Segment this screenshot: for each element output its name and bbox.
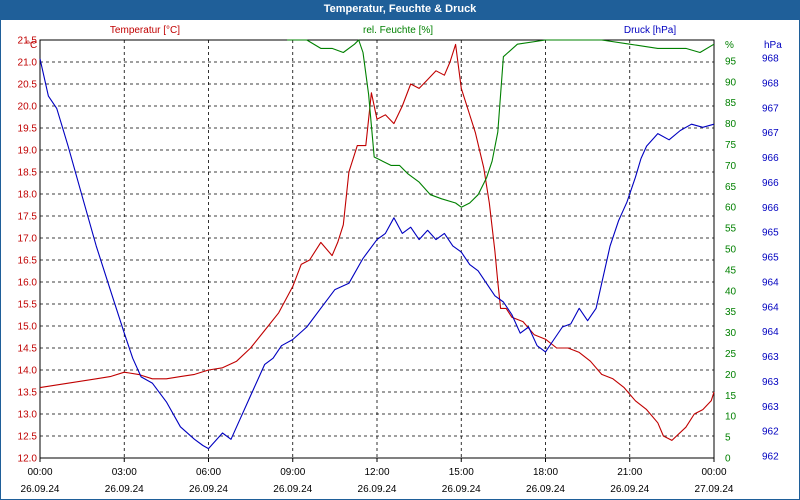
humidity-tick-label: 10 (725, 412, 737, 423)
temperature-tick-label: 17.0 (18, 234, 38, 245)
humidity-tick-label: 75 (725, 140, 737, 151)
grid (39, 39, 715, 462)
pressure-tick-label: 962 (762, 452, 779, 463)
temperature-tick-label: 16.0 (18, 278, 38, 289)
temperature-tick-label: 15.5 (18, 300, 38, 311)
x-tick-date: 26.09.24 (273, 484, 312, 495)
humidity-tick-label: 60 (725, 203, 737, 214)
pressure-tick-label: 963 (762, 352, 779, 363)
pressure-tick-label: 964 (762, 302, 779, 313)
x-tick-time: 03:00 (112, 467, 137, 478)
x-tick-time: 12:00 (364, 467, 389, 478)
chart-title: Temperatur, Feuchte & Druck (323, 3, 477, 15)
pressure-tick-label: 963 (762, 377, 779, 388)
humidity-tick-label: 65 (725, 182, 737, 193)
humidity-tick-label: 15 (725, 391, 737, 402)
temperature-tick-label: 21.0 (18, 58, 38, 69)
pressure-tick-label: 963 (762, 402, 779, 413)
pressure-tick-label: 968 (762, 78, 779, 89)
x-tick-date: 26.09.24 (610, 484, 649, 495)
temperature-tick-label: 14.0 (18, 366, 38, 377)
x-tick-time: 06:00 (196, 467, 221, 478)
temperature-tick-label: 19.0 (18, 146, 38, 157)
temperature-tick-label: 19.5 (18, 124, 38, 135)
chart-title-bar: Temperatur, Feuchte & Druck (0, 0, 800, 19)
temperature-tick-label: 14.5 (18, 344, 38, 355)
axis-labels: 12.0 12.5 13.0 13.5 14.0 14.5 15.0 15.5 16.0 16.5… (18, 25, 783, 495)
pressure-unit: hPa (764, 40, 782, 51)
humidity-tick-label: 0 (725, 454, 731, 465)
humidity-tick-label: 25 (725, 349, 737, 360)
x-tick-date: 26.09.24 (105, 484, 144, 495)
humidity-tick-label: 45 (725, 265, 737, 276)
x-tick-date: 26.09.24 (358, 484, 397, 495)
temperature-tick-label: 12.5 (18, 432, 38, 443)
x-tick-time: 00:00 (27, 467, 52, 478)
humidity-tick-label: 85 (725, 98, 737, 109)
temperature-tick-label: 21.5 (18, 36, 38, 47)
x-tick-date: 27.09.24 (695, 484, 734, 495)
series-layer (39, 39, 715, 450)
pressure-tick-label: 962 (762, 427, 779, 438)
pressure-tick-label: 966 (762, 178, 779, 189)
temperature-tick-label: 20.5 (18, 80, 38, 91)
x-tick-date: 26.09.24 (189, 484, 228, 495)
pressure-tick-label: 966 (762, 203, 779, 214)
humidity-tick-label: 90 (725, 77, 737, 88)
x-tick-time: 00:00 (701, 467, 726, 478)
temperature-tick-label: 13.5 (18, 388, 38, 399)
pressure-series-line (39, 58, 715, 450)
humidity-tick-label: 80 (725, 119, 737, 130)
temperature-tick-label: 13.0 (18, 410, 38, 421)
pressure-axis-title: Druck [hPa] (624, 25, 676, 36)
chart-frame (0, 19, 800, 500)
humidity-tick-label: 40 (725, 286, 737, 297)
temperature-tick-label: 15.0 (18, 322, 38, 333)
temperature-tick-label: 18.0 (18, 190, 38, 201)
humidity-tick-label: 95 (725, 56, 737, 67)
plot-area (39, 39, 715, 459)
pressure-tick-label: 964 (762, 327, 779, 338)
temperature-tick-label: 20.0 (18, 102, 38, 113)
humidity-tick-label: 35 (725, 307, 737, 318)
temperature-tick-label: 12.0 (18, 454, 38, 465)
pressure-tick-label: 965 (762, 253, 779, 264)
temperature-series-line (39, 43, 715, 441)
temperature-tick-label: 17.5 (18, 212, 38, 223)
pressure-tick-label: 967 (762, 103, 779, 114)
humidity-tick-label: 20 (725, 370, 737, 381)
x-tick-time: 09:00 (280, 467, 305, 478)
humidity-tick-label: 5 (725, 433, 731, 444)
x-tick-time: 21:00 (617, 467, 642, 478)
humidity-series-line (287, 39, 715, 208)
pressure-tick-label: 965 (762, 228, 779, 239)
pressure-tick-label: 964 (762, 277, 779, 288)
x-tick-time: 15:00 (449, 467, 474, 478)
pressure-tick-label: 967 (762, 128, 779, 139)
x-tick-date: 26.09.24 (526, 484, 565, 495)
pressure-tick-label: 966 (762, 153, 779, 164)
x-tick-date: 26.09.24 (442, 484, 481, 495)
temperature-axis-title: Temperatur [°C] (110, 25, 180, 36)
temperature-tick-label: 18.5 (18, 168, 38, 179)
humidity-tick-label: 55 (725, 224, 737, 235)
humidity-tick-label: 50 (725, 245, 737, 256)
humidity-axis-title: rel. Feuchte [%] (363, 25, 433, 36)
humidity-tick-label: 70 (725, 161, 737, 172)
humidity-tick-label: 30 (725, 328, 737, 339)
temperature-tick-label: 16.5 (18, 256, 38, 267)
pressure-tick-label: 968 (762, 54, 779, 65)
x-tick-time: 18:00 (533, 467, 558, 478)
temperature-unit: °C (26, 40, 37, 51)
humidity-unit: % (725, 40, 734, 51)
x-tick-date: 26.09.24 (21, 484, 60, 495)
